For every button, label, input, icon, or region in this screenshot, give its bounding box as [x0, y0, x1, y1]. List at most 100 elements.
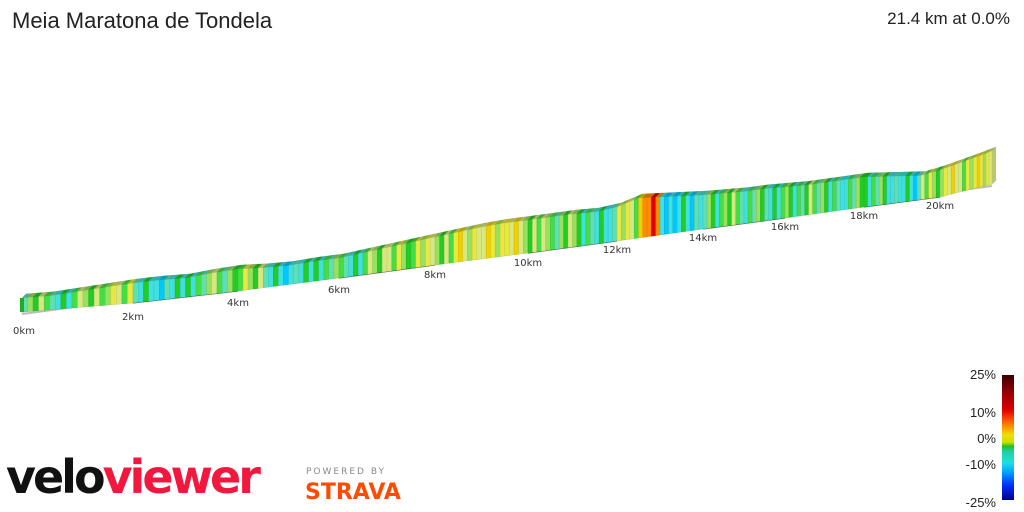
- profile-segment[interactable]: [272, 262, 283, 287]
- profile-segment[interactable]: [262, 263, 273, 288]
- profile-segment[interactable]: [163, 274, 175, 300]
- profile-segment[interactable]: [343, 251, 354, 278]
- profile-segment[interactable]: [594, 206, 604, 245]
- profile-segment[interactable]: [689, 191, 699, 232]
- profile-segment[interactable]: [685, 191, 695, 232]
- profile-segment[interactable]: [99, 282, 110, 306]
- profile-segment[interactable]: [621, 199, 630, 241]
- profile-segment[interactable]: [174, 274, 185, 299]
- profile-segment[interactable]: [936, 165, 945, 198]
- profile-segment[interactable]: [169, 274, 180, 300]
- profile-segment[interactable]: [988, 146, 997, 185]
- profile-segment[interactable]: [680, 191, 691, 233]
- profile-segment[interactable]: [859, 172, 869, 208]
- profile-segment[interactable]: [759, 184, 770, 222]
- profile-segment[interactable]: [629, 195, 639, 240]
- profile-segment[interactable]: [796, 181, 806, 217]
- profile-segment[interactable]: [823, 177, 834, 213]
- km-tick-label: 16km: [771, 222, 799, 233]
- profile-segment[interactable]: [303, 257, 314, 283]
- profile-segment[interactable]: [634, 193, 643, 239]
- profile-segment[interactable]: [490, 220, 501, 259]
- legend-tick-label: 0%: [977, 431, 996, 446]
- km-tick-label: 4km: [227, 298, 249, 309]
- profile-segment[interactable]: [93, 283, 105, 307]
- profile-segment[interactable]: [287, 260, 299, 285]
- profile-segment[interactable]: [897, 171, 907, 203]
- km-tick-label: 10km: [514, 258, 542, 269]
- profile-segment[interactable]: [49, 290, 60, 310]
- profile-segment[interactable]: [195, 270, 206, 297]
- profile-segment[interactable]: [751, 185, 761, 223]
- profile-segment[interactable]: [429, 232, 440, 266]
- profile-segment[interactable]: [554, 211, 564, 250]
- profile-segment[interactable]: [148, 276, 159, 302]
- gradient-legend: 25% 10% 0% -10% -25%: [940, 365, 1024, 512]
- profile-segment[interactable]: [867, 172, 877, 207]
- profile-segment[interactable]: [905, 171, 915, 202]
- profile-segment[interactable]: [718, 189, 729, 228]
- profile-segment[interactable]: [434, 231, 445, 266]
- profile-segment[interactable]: [642, 193, 652, 238]
- profile-segment[interactable]: [282, 261, 294, 286]
- profile-segment[interactable]: [158, 275, 170, 301]
- profile-segment[interactable]: [603, 204, 613, 244]
- profile-segment[interactable]: [731, 187, 741, 226]
- profile-segment[interactable]: [792, 181, 802, 218]
- profile-segment[interactable]: [901, 171, 911, 203]
- profile-segment[interactable]: [839, 175, 849, 211]
- profile-segment[interactable]: [545, 212, 555, 251]
- profile-segment[interactable]: [663, 192, 674, 235]
- profile-segment[interactable]: [920, 170, 929, 200]
- profile-segment[interactable]: [471, 223, 482, 261]
- profile-segment[interactable]: [932, 166, 941, 199]
- profile-segment[interactable]: [439, 230, 449, 265]
- profile-segment[interactable]: [352, 249, 363, 277]
- profile-segment[interactable]: [827, 177, 837, 213]
- profile-segment[interactable]: [318, 255, 329, 281]
- profile-segment[interactable]: [522, 215, 533, 254]
- profile-segment[interactable]: [611, 202, 622, 242]
- profile-segment[interactable]: [965, 155, 974, 191]
- profile-segment[interactable]: [504, 218, 514, 257]
- profile-segment[interactable]: [969, 153, 978, 190]
- profile-segment[interactable]: [267, 262, 278, 288]
- profile-segment[interactable]: [973, 152, 982, 189]
- profile-segment[interactable]: [462, 225, 473, 262]
- profile-segment[interactable]: [362, 247, 373, 275]
- profile-segment[interactable]: [637, 193, 648, 239]
- profile-segment[interactable]: [221, 266, 233, 294]
- profile-segment[interactable]: [962, 156, 971, 192]
- profile-segment[interactable]: [153, 275, 164, 301]
- profile-segment[interactable]: [38, 291, 49, 311]
- profile-segment[interactable]: [415, 235, 426, 268]
- profile-segment[interactable]: [323, 255, 334, 281]
- profile-segment[interactable]: [776, 183, 786, 220]
- legend-tick-label: 25%: [969, 367, 996, 382]
- profile-segment[interactable]: [706, 190, 716, 229]
- profile-segment[interactable]: [882, 172, 892, 205]
- km-tick-label: 0km: [13, 326, 35, 337]
- profile-segment[interactable]: [298, 258, 309, 284]
- profile-segment[interactable]: [912, 171, 922, 201]
- profile-segment[interactable]: [76, 286, 88, 308]
- profile-segment[interactable]: [308, 256, 319, 283]
- profile-segment[interactable]: [982, 149, 991, 187]
- profile-segment[interactable]: [184, 272, 196, 298]
- route-summary: 21.4 km at 0.0%: [887, 9, 1010, 28]
- km-tick-label: 6km: [328, 285, 350, 296]
- profile-segment[interactable]: [808, 179, 818, 215]
- km-tick-label: 2km: [122, 312, 144, 323]
- km-tick-label: 18km: [850, 211, 878, 222]
- profile-segment[interactable]: [979, 150, 988, 188]
- gradient-color-scale: [1002, 375, 1014, 500]
- profile-segment[interactable]: [391, 241, 402, 272]
- profile-segment[interactable]: [722, 188, 733, 227]
- veloviewer-logo: veloviewer: [6, 450, 261, 504]
- profile-segment[interactable]: [676, 191, 687, 233]
- profile-segment[interactable]: [924, 169, 933, 200]
- profile-segment[interactable]: [405, 237, 416, 270]
- profile-segment[interactable]: [727, 188, 737, 226]
- profile-segment[interactable]: [863, 172, 873, 208]
